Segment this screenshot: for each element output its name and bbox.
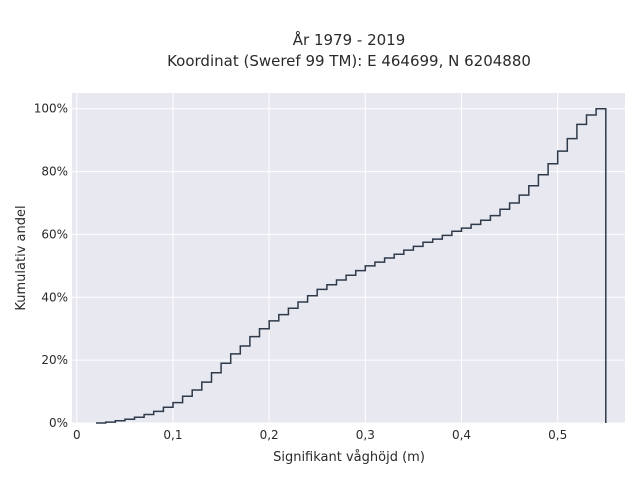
y-tick-label: 40% <box>41 290 68 304</box>
plot-area <box>72 93 625 423</box>
grid <box>72 93 625 424</box>
x-tick-label: 0,3 <box>356 428 375 442</box>
y-tick-label: 0% <box>49 416 68 430</box>
x-axis-ticks: 0 0,1 0,2 0,3 0,4 0,5 <box>73 428 567 442</box>
y-axis-title: Kumulativ andel <box>14 205 29 310</box>
y-tick-label: 100% <box>34 102 68 116</box>
x-tick-label: 0,2 <box>260 428 279 442</box>
y-tick-label: 20% <box>41 353 68 367</box>
y-tick-label: 60% <box>41 227 68 241</box>
x-tick-label: 0,4 <box>452 428 471 442</box>
chart-title-line1: År 1979 - 2019 <box>293 30 406 49</box>
x-tick-label: 0,5 <box>548 428 567 442</box>
cumulative-series-line <box>96 107 607 424</box>
x-axis-title: Signifikant våghöjd (m) <box>273 450 425 465</box>
x-tick-label: 0,1 <box>163 428 182 442</box>
y-axis-ticks: 0% 20% 40% 60% 80% 100% <box>34 102 68 430</box>
chart-title-line2: Koordinat (Sweref 99 TM): E 464699, N 62… <box>167 52 531 70</box>
y-tick-label: 80% <box>41 165 68 179</box>
x-tick-label: 0 <box>73 428 81 442</box>
